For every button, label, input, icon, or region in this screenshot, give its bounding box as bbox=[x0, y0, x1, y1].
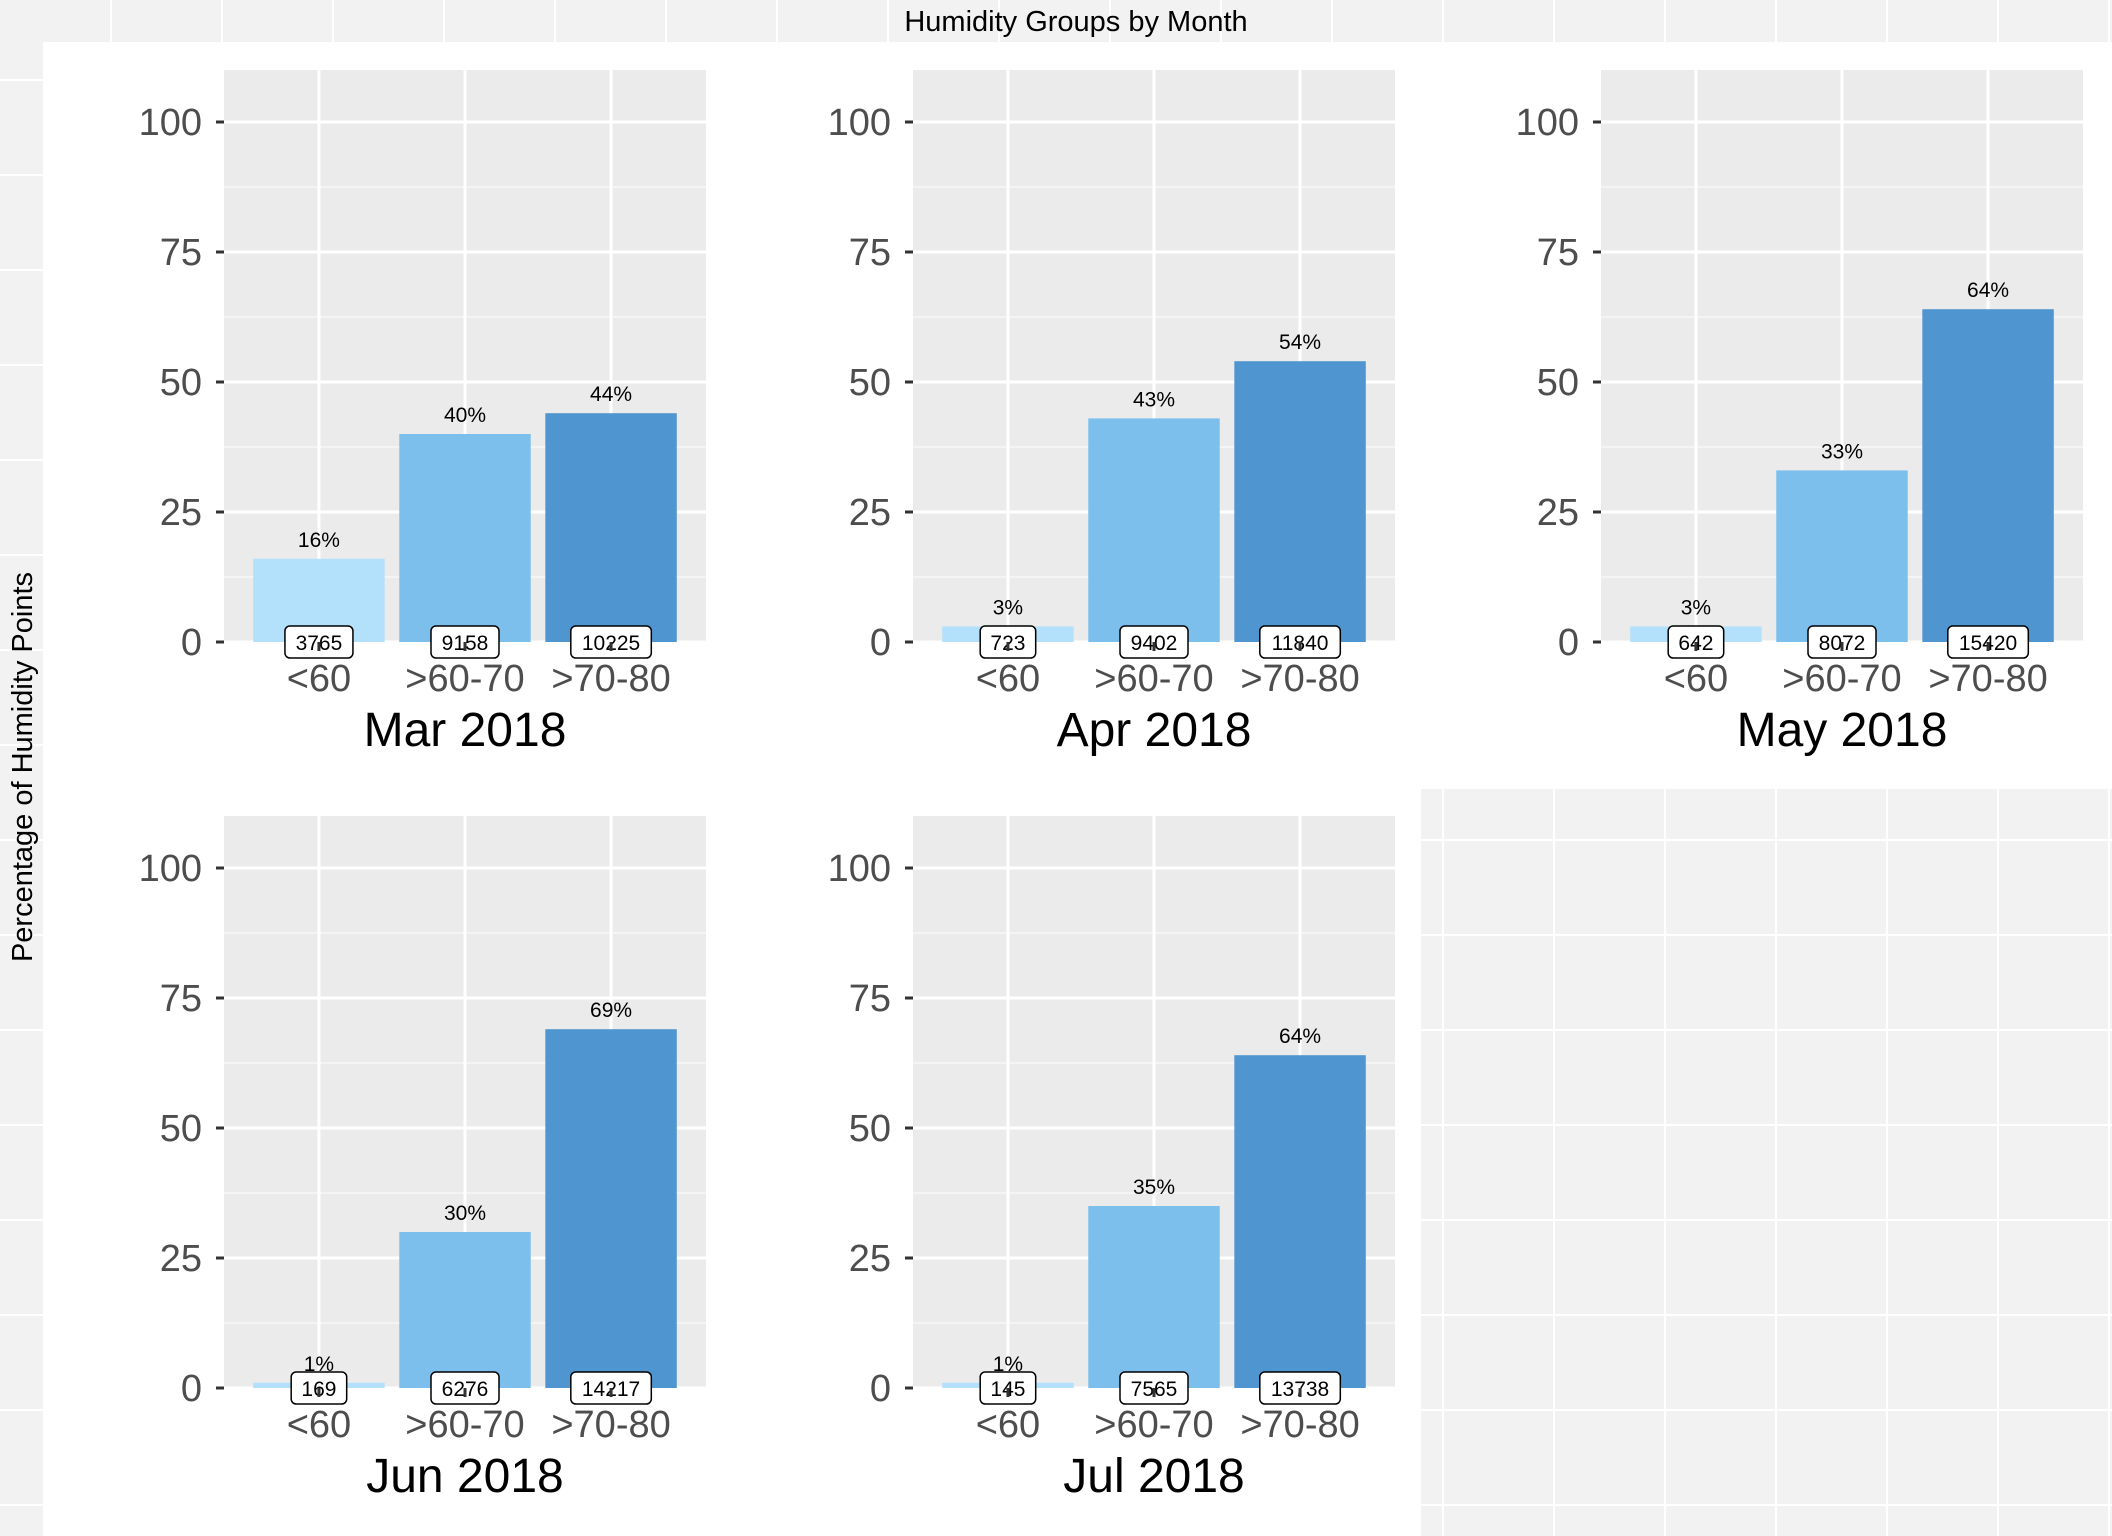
y-tick-label: 25 bbox=[849, 492, 891, 534]
panels: 025507510016%3765<6040%9158>60-7044%1022… bbox=[139, 70, 2083, 1503]
y-tick-label: 100 bbox=[139, 102, 202, 144]
percent-label: 30% bbox=[444, 1202, 486, 1225]
panel-title: Jun 2018 bbox=[366, 1450, 564, 1503]
y-tick-label: 25 bbox=[849, 1238, 891, 1280]
bar bbox=[545, 1029, 677, 1388]
percent-label: 64% bbox=[1967, 279, 2009, 302]
bar bbox=[1234, 361, 1366, 642]
y-tick-label: 50 bbox=[160, 1108, 202, 1150]
panel-jul-2018: 02550751001%145<6035%7565>60-7064%13738>… bbox=[828, 816, 1395, 1503]
y-tick-label: 25 bbox=[1537, 492, 1579, 534]
y-tick-label: 75 bbox=[1537, 232, 1579, 274]
bar bbox=[545, 413, 677, 642]
x-tick-label: <60 bbox=[287, 658, 351, 700]
x-tick-label: >70-80 bbox=[1240, 658, 1359, 700]
percent-label: 43% bbox=[1133, 388, 1175, 411]
y-tick-label: 50 bbox=[1537, 362, 1579, 404]
y-tick-label: 100 bbox=[139, 848, 202, 890]
percent-label: 64% bbox=[1279, 1025, 1321, 1048]
bar bbox=[399, 1232, 531, 1388]
y-tick-label: 0 bbox=[870, 1368, 891, 1410]
percent-label: 3% bbox=[993, 596, 1023, 619]
x-tick-label: <60 bbox=[287, 1404, 351, 1446]
y-tick-label: 25 bbox=[160, 492, 202, 534]
x-tick-label: <60 bbox=[976, 1404, 1040, 1446]
panel-apr-2018: 02550751003%723<6043%9402>60-7054%11840>… bbox=[828, 70, 1395, 757]
y-tick-label: 100 bbox=[828, 102, 891, 144]
percent-label: 54% bbox=[1279, 331, 1321, 354]
x-tick-label: >60-70 bbox=[1094, 1404, 1213, 1446]
x-tick-label: <60 bbox=[1664, 658, 1728, 700]
y-tick-label: 50 bbox=[849, 362, 891, 404]
y-tick-label: 50 bbox=[160, 362, 202, 404]
y-tick-label: 0 bbox=[1558, 622, 1579, 664]
x-tick-label: >60-70 bbox=[1782, 658, 1901, 700]
x-tick-label: >70-80 bbox=[1240, 1404, 1359, 1446]
percent-label: 1% bbox=[304, 1353, 334, 1376]
x-tick-label: >60-70 bbox=[405, 658, 524, 700]
bar bbox=[1088, 1206, 1220, 1388]
bar bbox=[1776, 470, 1908, 642]
y-tick-label: 75 bbox=[160, 978, 202, 1020]
y-tick-label: 25 bbox=[160, 1238, 202, 1280]
panel-title: Jul 2018 bbox=[1063, 1450, 1244, 1503]
x-tick-label: >70-80 bbox=[1928, 658, 2047, 700]
y-tick-label: 100 bbox=[1516, 102, 1579, 144]
percent-label: 33% bbox=[1821, 440, 1863, 463]
percent-label: 3% bbox=[1681, 596, 1711, 619]
panel-jun-2018: 02550751001%169<6030%6276>60-7069%14217>… bbox=[139, 816, 706, 1503]
percent-label: 44% bbox=[590, 383, 632, 406]
y-tick-label: 0 bbox=[870, 622, 891, 664]
percent-label: 1% bbox=[993, 1353, 1023, 1376]
x-tick-label: >70-80 bbox=[551, 1404, 670, 1446]
panel-title: May 2018 bbox=[1737, 704, 1948, 757]
bar bbox=[1234, 1055, 1366, 1388]
percent-label: 69% bbox=[590, 999, 632, 1022]
x-tick-label: >70-80 bbox=[551, 658, 670, 700]
y-tick-label: 0 bbox=[181, 1368, 202, 1410]
bar bbox=[399, 434, 531, 642]
y-tick-label: 100 bbox=[828, 848, 891, 890]
y-tick-label: 75 bbox=[160, 232, 202, 274]
bar bbox=[1922, 309, 2054, 642]
panel-title: Mar 2018 bbox=[364, 704, 567, 757]
y-tick-label: 0 bbox=[181, 622, 202, 664]
panel-mar-2018: 025507510016%3765<6040%9158>60-7044%1022… bbox=[139, 70, 706, 757]
y-tick-label: 75 bbox=[849, 978, 891, 1020]
y-axis-label: Percentage of Humidity Points bbox=[7, 572, 39, 962]
panel-title: Apr 2018 bbox=[1057, 704, 1252, 757]
y-tick-label: 50 bbox=[849, 1108, 891, 1150]
percent-label: 16% bbox=[298, 529, 340, 552]
percent-label: 40% bbox=[444, 404, 486, 427]
x-tick-label: >60-70 bbox=[405, 1404, 524, 1446]
panel-may-2018: 02550751003%642<6033%8072>60-7064%15420>… bbox=[1516, 70, 2083, 757]
bar bbox=[1088, 418, 1220, 642]
x-tick-label: <60 bbox=[976, 658, 1040, 700]
chart-title: Humidity Groups by Month bbox=[904, 6, 1247, 38]
x-tick-label: >60-70 bbox=[1094, 658, 1213, 700]
y-tick-label: 75 bbox=[849, 232, 891, 274]
percent-label: 35% bbox=[1133, 1176, 1175, 1199]
